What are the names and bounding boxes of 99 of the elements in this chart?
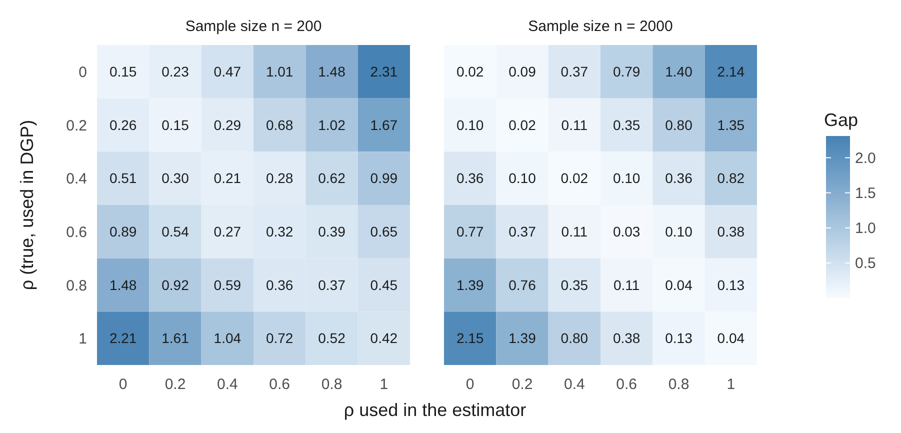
data-label: 0.59 [214,276,242,293]
data-label: 1.35 [717,116,745,133]
y-tick-label: 0.8 [66,277,87,294]
data-label: 0.36 [456,170,484,186]
data-label: 0.35 [612,116,640,133]
x-tick-label: 0.6 [269,376,290,393]
x-tick-label: 0.2 [512,376,533,393]
x-tick-label: 1 [726,376,736,393]
data-label: 0.11 [613,276,640,293]
color-bar-label: 2.0 [855,150,876,167]
y-tick-label: 0.6 [66,224,87,241]
data-label: 0.26 [109,116,137,133]
color-bar-label: 1.5 [855,185,876,202]
data-label: 0.42 [370,330,398,346]
data-label: 0.38 [717,224,745,240]
data-label: 0.30 [162,170,190,186]
y-tick-label: 0.2 [66,117,87,134]
data-label: 0.15 [162,116,190,133]
data-label: 0.72 [266,330,294,346]
data-label: 0.39 [318,224,346,240]
data-label: 0.02 [560,170,588,186]
data-label: 0.80 [560,330,588,346]
x-tick-label: 0.2 [164,376,186,393]
color-bar-label: 0.5 [855,255,876,272]
color-bar-label: 1.0 [855,220,876,238]
data-label: 0.10 [508,170,536,186]
data-label: 0.92 [162,276,190,293]
data-label: 0.11 [561,116,588,133]
data-label: 1.40 [665,64,693,80]
data-label: 0.09 [508,64,536,80]
data-label: 0.10 [456,116,484,133]
data-label: 0.32 [266,224,294,240]
y-tick-label: 0 [78,64,87,81]
data-label: 0.79 [612,64,640,80]
x-tick-label: 0.4 [564,376,585,393]
data-label: 0.36 [266,276,294,293]
data-label: 2.31 [370,64,398,80]
data-label: 0.27 [214,224,242,240]
data-label: 0.76 [508,276,536,293]
data-label: 1.48 [109,276,137,293]
data-label: 1.39 [456,276,484,293]
data-label: 0.15 [109,64,137,80]
data-label: 0.21 [214,170,242,186]
data-label: 0.02 [508,116,536,133]
x-tick-label: 0 [466,376,474,393]
data-label: 0.11 [561,224,588,240]
data-label: 0.10 [665,224,693,240]
data-label: 0.03 [612,224,640,240]
chart-title: Sample size n = 2000 [528,18,673,35]
data-label: 0.28 [266,170,294,186]
data-label: 0.23 [162,64,190,80]
data-label: 1.39 [508,330,536,346]
y-axis-title: ρ (true, used in DGP) [17,120,37,290]
data-label: 1.67 [370,116,398,133]
data-label: 0.80 [665,116,693,133]
data-label: 0.29 [214,116,242,133]
data-label: 1.04 [214,330,242,346]
x-axis-title: ρ used in the estimator [344,400,526,420]
x-tick-label: 0.6 [616,376,638,393]
data-label: 0.82 [717,170,745,186]
data-label: 0.38 [612,330,640,346]
data-label: 0.45 [370,276,398,293]
data-label: 0.99 [370,170,398,186]
data-label: 2.15 [456,330,484,346]
data-label: 0.51 [109,170,137,186]
data-label: 1.61 [162,330,190,346]
x-tick-label: 1 [380,376,388,393]
data-label: 0.04 [717,330,745,346]
data-label: 0.36 [665,170,693,186]
color-bar-title: Gap [824,110,858,130]
data-label: 1.02 [318,116,346,133]
data-label: 0.37 [318,276,346,293]
data-label: 0.89 [109,224,137,240]
x-tick-label: 0.8 [668,376,690,393]
data-label: 0.04 [665,276,693,293]
data-label: 0.54 [162,224,190,240]
data-label: 1.48 [318,64,346,80]
data-label: 0.47 [214,64,242,80]
data-label: 0.35 [560,276,588,293]
y-tick-label: 1 [78,330,87,348]
data-label: 0.65 [370,224,398,240]
data-label: 1.01 [266,64,294,80]
data-label: 2.21 [109,330,137,346]
chart-title: Sample size n = 200 [185,18,322,35]
data-label: 0.77 [456,224,484,240]
data-label: 0.52 [318,330,346,346]
x-tick-label: 0.8 [321,376,342,393]
data-label: 0.37 [560,64,588,80]
data-label: 0.37 [508,224,536,240]
x-tick-label: 0 [118,376,128,393]
data-label: 0.62 [318,170,346,186]
x-tick-label: 0.4 [216,376,238,393]
data-label: 0.13 [717,276,745,293]
data-label: 0.02 [456,64,484,80]
data-label: 0.68 [266,116,294,133]
data-label: 2.14 [717,64,745,80]
y-tick-label: 0.4 [66,170,87,188]
data-label: 0.13 [665,330,693,346]
data-label: 0.10 [612,170,640,186]
